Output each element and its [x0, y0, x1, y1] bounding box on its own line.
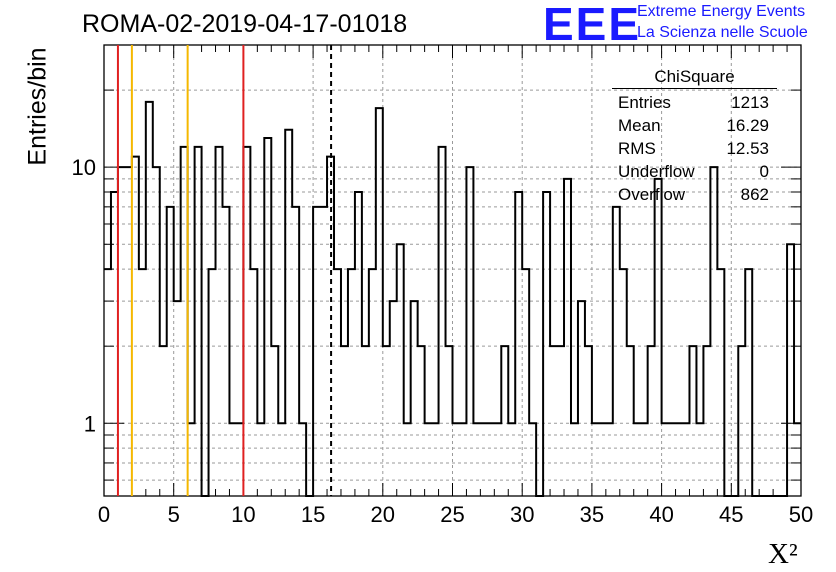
stats-value: 1213: [731, 93, 769, 112]
stats-row-rms: RMS 12.53: [612, 137, 777, 160]
x-axis-label: X²: [768, 538, 798, 570]
x-tick-label: 50: [789, 502, 813, 527]
x-tick-label: 30: [510, 502, 534, 527]
stats-box: ChiSquare Entries 1213 Mean 16.29 RMS 12…: [612, 67, 777, 206]
stats-value: 0: [759, 162, 769, 181]
x-tick-label: 35: [580, 502, 604, 527]
stats-label: Mean: [618, 116, 661, 135]
stats-row-underflow: Underflow 0: [612, 160, 777, 183]
x-tick-label: 20: [371, 502, 395, 527]
stats-label: Entries: [618, 93, 671, 112]
stats-title: ChiSquare: [612, 67, 777, 89]
stats-row-mean: Mean 16.29: [612, 114, 777, 137]
x-tick-label: 10: [231, 502, 255, 527]
stats-value: 12.53: [726, 139, 769, 158]
y-tick-label: 10: [72, 155, 96, 180]
x-tick-label: 5: [168, 502, 180, 527]
logo-caption-line-1: Extreme Energy Events: [637, 3, 806, 20]
stats-label: Underflow: [618, 162, 695, 181]
stats-value: 16.29: [726, 116, 769, 135]
histogram-series: [104, 100, 801, 497]
eee-logo: EEE: [543, 0, 642, 50]
x-tick-label: 0: [98, 502, 110, 527]
stats-label: Overflow: [618, 185, 686, 204]
stats-label: RMS: [618, 139, 656, 158]
stats-value: 862: [740, 185, 769, 204]
x-tick-label: 45: [719, 502, 743, 527]
x-tick-label: 25: [440, 502, 464, 527]
x-tick-label: 40: [649, 502, 673, 527]
stats-row-entries: Entries 1213: [612, 91, 777, 114]
x-tick-label: 15: [301, 502, 325, 527]
chart-title: ROMA-02-2019-04-17-01018: [82, 10, 408, 38]
stats-row-overflow: Overflow 862: [612, 183, 777, 206]
logo-caption-line-2: La Scienza nelle Scuole: [637, 24, 808, 41]
y-tick-label: 1: [84, 411, 96, 436]
